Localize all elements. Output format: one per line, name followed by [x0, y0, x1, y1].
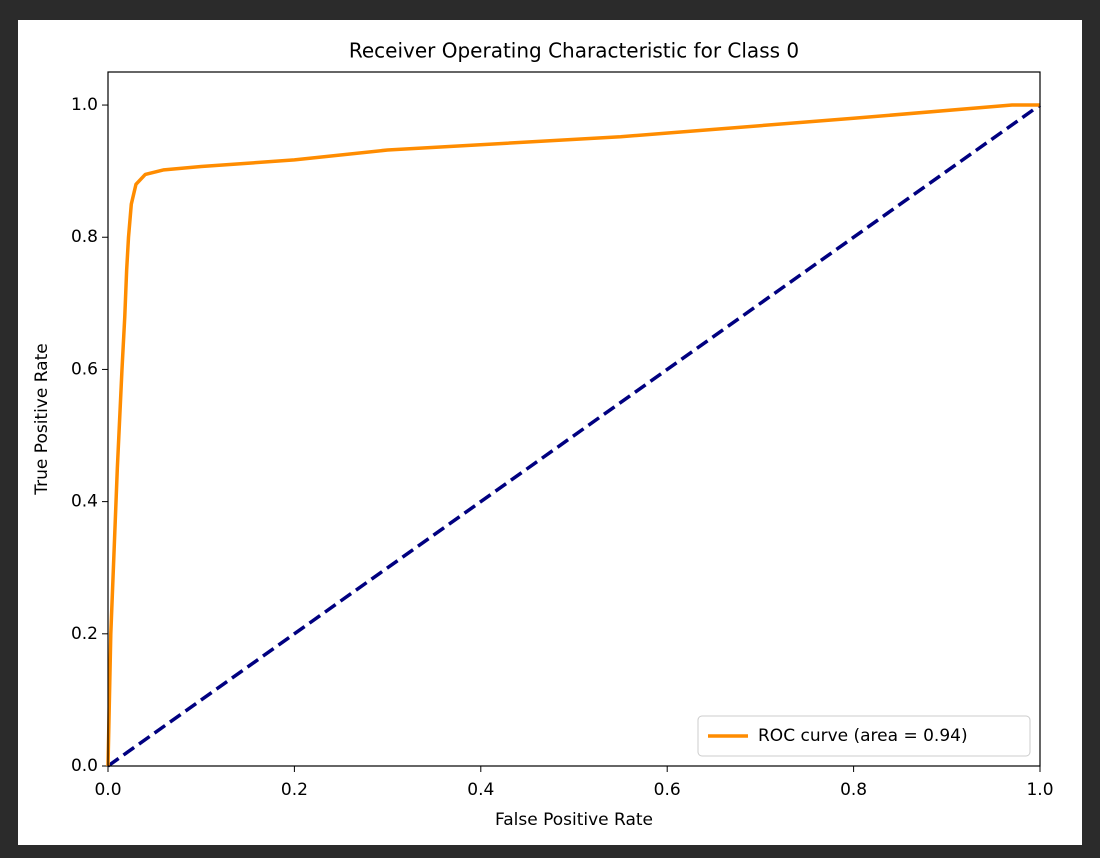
x-tick-label: 0.2: [281, 780, 308, 800]
x-tick-label: 0.6: [654, 780, 681, 800]
y-tick-label: 0.6: [71, 359, 98, 379]
y-tick-label: 1.0: [71, 95, 98, 115]
x-tick-label: 0.8: [840, 780, 867, 800]
x-tick-label: 0.0: [94, 780, 121, 800]
x-axis-label: False Positive Rate: [495, 810, 653, 830]
y-tick-label: 0.8: [71, 227, 98, 247]
series-line: [106, 103, 1042, 768]
x-tick-label: 1.0: [1026, 780, 1053, 800]
legend-box: [697, 715, 1031, 757]
chart-title: Receiver Operating Characteristic for Cl…: [349, 39, 799, 63]
x-tick-label: 0.4: [467, 780, 494, 800]
figure: [18, 20, 1082, 845]
series-line: [106, 103, 1040, 767]
y-tick-label: 0.0: [71, 756, 98, 776]
axes-frame: [107, 71, 1041, 767]
legend-label: ROC curve (area = 0.94): [758, 726, 968, 746]
y-tick-label: 0.2: [71, 624, 98, 644]
y-tick-label: 0.4: [71, 492, 98, 512]
y-axis-label: True Positive Rate: [32, 343, 52, 495]
